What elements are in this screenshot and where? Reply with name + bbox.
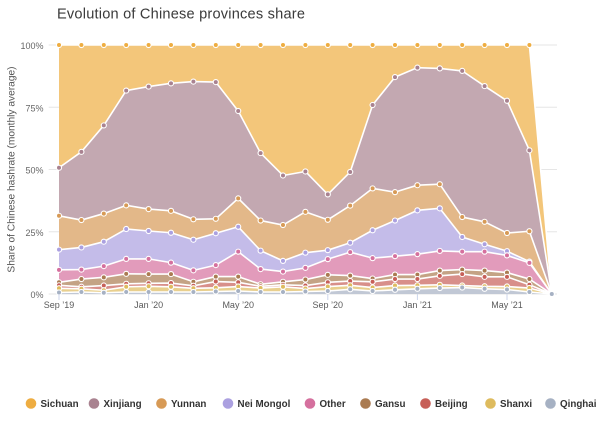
svg-text:Jan ’21: Jan ’21 [403,300,432,310]
svg-text:Qinghai: Qinghai [560,399,597,410]
svg-text:Sep ’20: Sep ’20 [313,300,344,310]
svg-text:May ’20: May ’20 [222,300,254,310]
svg-text:Other: Other [320,399,346,410]
svg-text:Yunnan: Yunnan [171,399,206,410]
svg-text:May ’21: May ’21 [491,300,523,310]
svg-text:25%: 25% [25,228,43,238]
svg-text:Sep ’19: Sep ’19 [44,300,75,310]
svg-text:Share of Chinese hashrate (mon: Share of Chinese hashrate (monthly avera… [7,66,18,272]
svg-text:Shanxi: Shanxi [500,399,532,410]
svg-text:Jan ’20: Jan ’20 [134,300,163,310]
svg-text:Xinjiang: Xinjiang [104,399,142,410]
svg-text:50%: 50% [25,166,43,176]
svg-text:Beijing: Beijing [435,399,468,410]
svg-text:Gansu: Gansu [375,399,406,410]
svg-text:75%: 75% [25,103,43,113]
svg-text:100%: 100% [20,41,43,51]
svg-text:Evolution of Chinese provinces: Evolution of Chinese provinces share [57,7,305,23]
svg-text:Nei Mongol: Nei Mongol [238,399,291,410]
svg-text:Sichuan: Sichuan [41,399,79,410]
svg-text:0%: 0% [30,290,43,300]
